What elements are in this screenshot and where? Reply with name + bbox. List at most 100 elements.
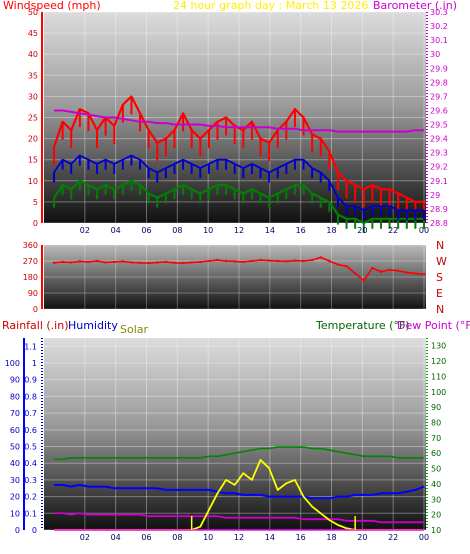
- rain-x-tick-label: 22: [388, 533, 398, 542]
- humidity-axis-title: Humidity: [68, 319, 118, 332]
- rain-y-tick-label: 0.5: [24, 443, 37, 452]
- windspeed-axis-title: Windspeed (mph): [3, 0, 101, 12]
- baro-y-tick-label: 29.6: [430, 106, 448, 115]
- rain-series-temperature: [54, 446, 424, 461]
- temperature-axis-title: Temperature (°F): [316, 319, 410, 332]
- baro-y-tick-label: 29.2: [430, 163, 448, 172]
- wind-y-tick-label: 45: [28, 29, 38, 38]
- direction-series-line: [53, 256, 425, 282]
- rain-y-tick-label: 0.6: [24, 426, 37, 435]
- direction-point: [242, 260, 245, 264]
- rain-y-tick-label: 0.3: [24, 476, 37, 485]
- rain-y-tick-label: 0.7: [24, 409, 37, 418]
- wind-x-tick-label: 04: [111, 226, 121, 235]
- humidity-y-tick-label: 50: [10, 443, 20, 452]
- temp-y-tick-label: 100: [431, 388, 446, 397]
- temp-y-tick-label: 120: [431, 357, 446, 366]
- wind-y-tick-label: 25: [28, 114, 38, 123]
- direction-point: [95, 259, 99, 263]
- direction-point: [276, 259, 279, 263]
- direction-point: [259, 258, 262, 262]
- rain-x-tick-label: 04: [111, 533, 121, 542]
- temp-y-tick-label: 70: [431, 434, 441, 443]
- direction-point: [302, 259, 305, 263]
- rainfall-axis-title: Rainfall (.in): [2, 319, 69, 332]
- wind-y-tick-label: 35: [28, 71, 38, 80]
- direction-y-tick-label: 180: [23, 273, 38, 282]
- baro-y-tick-label: 29.5: [430, 121, 448, 130]
- wind-x-tick-label: 20: [357, 226, 367, 235]
- direction-chart-grid: [41, 244, 426, 310]
- direction-chart-plot-area: [44, 245, 426, 309]
- wind-barometer-chart: 0 5 10 15 20 25 30 35 40 45 50 28.8 28.9 29 29.1 29.2 29…: [28, 8, 448, 235]
- direction-point: [121, 260, 125, 263]
- wind-x-tick-label: 00: [419, 226, 429, 235]
- humidity-y-tick-label: 30: [10, 476, 20, 485]
- wind-x-tick-label: 18: [326, 226, 336, 235]
- wind-chart-tick-labels: 0 5 10 15 20 25 30 35 40 45 50 28.8 28.9 29 29.1 29.2 29…: [28, 8, 448, 235]
- direction-point: [233, 260, 236, 263]
- rain-x-tick-label: 00: [419, 533, 429, 542]
- direction-point: [319, 256, 322, 259]
- direction-point: [147, 261, 150, 265]
- compass-label: W: [436, 255, 447, 268]
- direction-point: [371, 266, 374, 270]
- rain-chart-plot-area: [44, 338, 426, 530]
- direction-point: [164, 260, 168, 264]
- temp-y-tick-label: 110: [431, 372, 446, 381]
- baro-y-tick-label: 29.3: [430, 149, 448, 158]
- dewpoint-axis-title: Dew Point (°F): [397, 319, 470, 332]
- rain-y-tick-label: 1.1: [24, 342, 37, 351]
- rain-y-tick-label: 0.1: [24, 509, 37, 518]
- rain-y-tick-label: 0.2: [24, 493, 37, 502]
- wind-series-low: [53, 179, 424, 225]
- humidity-y-tick-label: 40: [10, 459, 20, 468]
- direction-point: [414, 272, 417, 275]
- direction-point: [207, 259, 211, 263]
- wind-chart-series: [52, 95, 425, 233]
- baro-y-tick-label: 30.2: [430, 22, 448, 31]
- temp-y-tick-label: 40: [431, 480, 441, 489]
- wind-x-tick-label: 12: [234, 226, 244, 235]
- humidity-y-tick-label: 20: [10, 493, 20, 502]
- baro-y-tick-label: 28.9: [430, 205, 448, 214]
- rain-x-tick-label: 16: [296, 533, 306, 542]
- rain-y-tick-label: 0.4: [24, 459, 37, 468]
- humidity-y-tick-label: 70: [10, 409, 20, 418]
- wind-y-tick-label: 10: [28, 177, 38, 186]
- direction-point: [285, 260, 288, 263]
- rain-x-tick-label: 12: [234, 533, 244, 542]
- wind-y-tick-label: 15: [28, 156, 38, 165]
- direction-y-tick-label: 360: [23, 241, 38, 250]
- direction-point: [388, 268, 391, 272]
- humidity-y-tick-label: 80: [10, 392, 20, 401]
- direction-point: [156, 261, 159, 264]
- rain-y-tick-label: 0: [32, 526, 37, 535]
- wind-x-tick-label: 10: [203, 226, 213, 235]
- direction-point: [87, 260, 90, 264]
- direction-point: [353, 272, 357, 275]
- direction-y-tick-label: 270: [23, 257, 38, 266]
- temp-y-tick-label: 10: [431, 526, 441, 535]
- direction-point: [267, 259, 271, 262]
- baro-y-tick-label: 28.8: [430, 219, 448, 228]
- direction-point: [336, 263, 340, 266]
- direction-point: [328, 259, 331, 263]
- temp-y-tick-label: 30: [431, 495, 441, 504]
- baro-y-tick-label: 30.3: [430, 8, 448, 17]
- wind-y-tick-label: 30: [28, 92, 38, 101]
- direction-point: [250, 259, 254, 263]
- temp-y-tick-label: 20: [431, 511, 441, 520]
- baro-y-tick-label: 29.4: [430, 135, 448, 144]
- humidity-y-tick-label: 100: [5, 359, 20, 368]
- direction-point: [61, 260, 64, 264]
- solar-series-label: Solar: [120, 323, 149, 336]
- baro-y-tick-label: 29.7: [430, 92, 448, 101]
- wind-direction-chart: 0 N 90 E 180 S 270 W 360 N: [23, 239, 447, 316]
- wind-x-tick-label: 08: [172, 226, 182, 235]
- wind-y-tick-label: 20: [28, 135, 38, 144]
- baro-y-tick-label: 29: [430, 191, 440, 200]
- direction-point: [104, 261, 107, 264]
- direction-point: [130, 261, 133, 264]
